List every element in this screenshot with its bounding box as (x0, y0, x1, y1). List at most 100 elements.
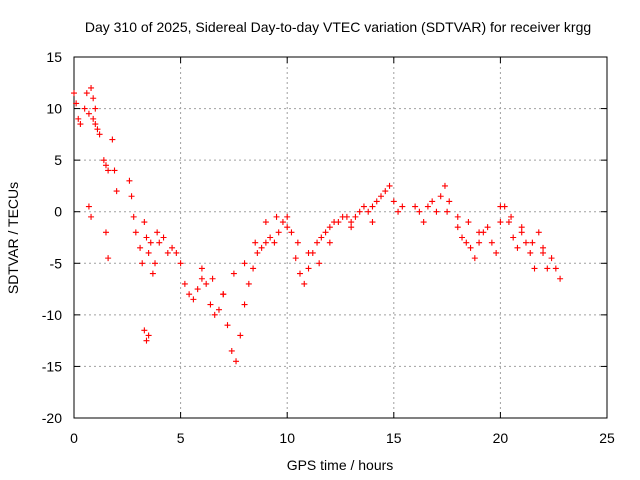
data-point (544, 265, 551, 272)
data-point (250, 265, 257, 272)
data-point (360, 203, 367, 210)
data-point (173, 249, 180, 256)
data-point (139, 260, 146, 267)
data-point (348, 219, 355, 226)
data-point (186, 291, 193, 298)
data-point (497, 219, 504, 226)
data-point (527, 249, 534, 256)
chart-title: Day 310 of 2025, Sidereal Day-to-day VTE… (85, 19, 591, 35)
data-point (493, 249, 500, 256)
data-point (386, 182, 393, 189)
data-point (73, 100, 80, 107)
data-point (288, 229, 295, 236)
data-point (326, 224, 333, 231)
y-tick-label: 10 (46, 101, 62, 117)
data-point (130, 213, 137, 220)
data-point (126, 177, 133, 184)
data-point (497, 203, 504, 210)
data-point (94, 126, 101, 133)
data-point (369, 203, 376, 210)
data-point (141, 327, 148, 334)
data-point (147, 239, 154, 246)
data-point (207, 301, 214, 308)
data-point (241, 301, 248, 308)
data-point (505, 219, 512, 226)
data-point (548, 255, 555, 262)
data-point (143, 234, 150, 241)
data-point (181, 280, 188, 287)
data-point (459, 234, 466, 241)
data-point (365, 208, 372, 215)
data-point (488, 239, 495, 246)
data-point (143, 337, 150, 344)
data-point (141, 219, 148, 226)
data-point (156, 239, 163, 246)
data-point (557, 275, 564, 282)
data-point (128, 193, 135, 200)
data-point (437, 193, 444, 200)
data-point (164, 249, 171, 256)
grid-layer (74, 57, 607, 418)
data-point (326, 239, 333, 246)
data-point (198, 275, 205, 282)
y-tick-label: -5 (50, 255, 63, 271)
data-point (296, 270, 303, 277)
data-point (85, 110, 92, 117)
x-tick-label: 0 (70, 430, 78, 446)
data-point (209, 275, 216, 282)
data-point (88, 84, 95, 91)
data-point (356, 208, 363, 215)
data-point (292, 255, 299, 262)
y-tick-label: 15 (46, 49, 62, 65)
data-point (343, 213, 350, 220)
data-point (531, 265, 538, 272)
data-point (273, 213, 280, 220)
data-point (416, 208, 423, 215)
data-point (75, 115, 82, 122)
data-point (230, 270, 237, 277)
plot-frame (73, 56, 608, 419)
data-point (215, 306, 222, 313)
data-point (149, 270, 156, 277)
data-point (102, 162, 109, 169)
data-point (132, 229, 139, 236)
data-point (314, 239, 321, 246)
data-point (102, 229, 109, 236)
data-points (71, 84, 564, 365)
data-point (177, 260, 184, 267)
data-point (316, 260, 323, 267)
data-point (467, 244, 474, 251)
data-point (373, 198, 380, 205)
data-point (305, 265, 312, 272)
data-point (81, 105, 88, 112)
data-point (92, 105, 99, 112)
data-point (190, 296, 197, 303)
data-point (535, 229, 542, 236)
data-point (463, 239, 470, 246)
data-point (90, 115, 97, 122)
data-point (88, 213, 95, 220)
data-point (228, 347, 235, 354)
x-tick-label: 5 (177, 430, 185, 446)
data-point (395, 208, 402, 215)
data-point (305, 249, 312, 256)
data-point (444, 208, 451, 215)
y-tick-label: 0 (54, 204, 62, 220)
data-point (424, 203, 431, 210)
data-point (92, 121, 99, 128)
data-point (233, 358, 240, 365)
x-axis-label: GPS time / hours (287, 457, 394, 473)
y-tick-label: -20 (42, 410, 62, 426)
data-point (529, 239, 536, 246)
y-axis-label: SDTVAR / TECUs (5, 182, 21, 294)
data-point (369, 219, 376, 226)
data-point (294, 239, 301, 246)
data-point (348, 224, 355, 231)
data-point (284, 213, 291, 220)
data-point (518, 224, 525, 231)
data-point (111, 167, 118, 174)
data-point (429, 198, 436, 205)
data-point (83, 90, 90, 97)
data-point (279, 219, 286, 226)
